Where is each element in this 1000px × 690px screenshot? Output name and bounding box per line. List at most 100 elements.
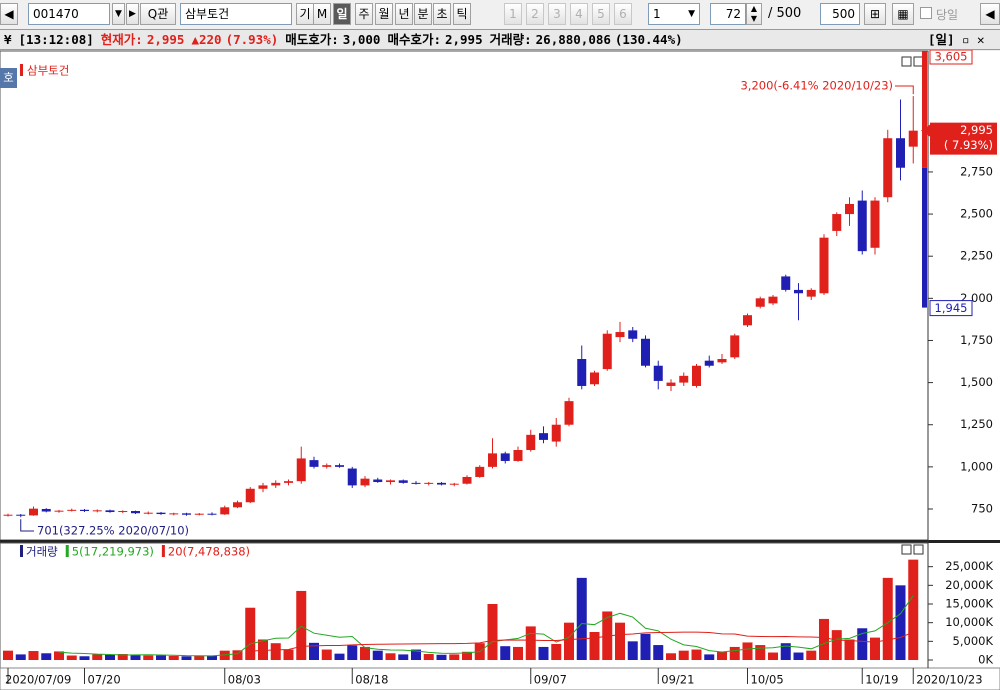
y-tick-label: 1,250: [960, 417, 993, 431]
candle-body: [386, 480, 395, 483]
number-button[interactable]: 6: [614, 3, 632, 25]
y-tick-label: 0K: [978, 653, 993, 667]
checkbox[interactable]: [920, 7, 932, 19]
period-button[interactable]: 틱: [453, 3, 471, 25]
candle-body: [335, 465, 344, 467]
candle-body: [781, 276, 791, 290]
side-label: 호: [3, 71, 14, 85]
candle-body: [755, 298, 765, 307]
pin-icon: ¥: [4, 32, 12, 47]
count-input[interactable]: 72: [710, 3, 746, 25]
total-input[interactable]: 500: [820, 3, 860, 25]
y-tick-label: 20,000K: [945, 578, 993, 592]
volume-bar: [487, 604, 498, 660]
y-tick-label: 15,000K: [945, 597, 993, 611]
tool-button[interactable]: ⊞: [864, 3, 886, 25]
volume-bar: [28, 651, 39, 660]
volume-bar: [3, 650, 13, 660]
candle-body: [743, 315, 752, 326]
period-button[interactable]: 년: [395, 3, 413, 25]
volume-bar: [398, 654, 409, 660]
volume-bar: [806, 650, 817, 660]
candle-body: [118, 511, 128, 513]
dropdown-button[interactable]: ▼: [112, 3, 125, 25]
volume-bar: [462, 651, 472, 660]
lower-limit-label: 1,945: [935, 301, 968, 315]
annotation-arrow: [20, 519, 34, 532]
candle-body: [29, 508, 38, 516]
date-axis: [0, 667, 1000, 690]
upper-limit-label: 3,605: [935, 50, 968, 64]
window-buttons[interactable]: ▫ ✕: [962, 32, 985, 47]
candle-body: [131, 511, 140, 514]
period-button[interactable]: 초: [433, 3, 451, 25]
candle-body: [92, 510, 102, 512]
candle-body: [602, 333, 612, 370]
volume-bar: [678, 650, 689, 660]
price-panel: [0, 50, 929, 541]
candle-body: [143, 512, 153, 514]
x-tick-label: 07/20: [88, 673, 121, 687]
volume-bar: [54, 651, 64, 660]
volume-pct: (130.44%): [614, 32, 683, 47]
volume-panel: [0, 542, 929, 669]
volume-bar: [105, 654, 115, 660]
x-tick-label: 08/18: [355, 673, 388, 687]
volume-bar: [666, 653, 676, 660]
candle-body: [67, 509, 77, 511]
ask-label: 매도호가:: [285, 32, 339, 47]
period-button[interactable]: M: [313, 3, 331, 25]
volume-bar: [360, 646, 370, 660]
current-pointer: [921, 124, 930, 137]
candle-body: [768, 296, 778, 304]
period-button[interactable]: 기: [296, 3, 314, 25]
side-tab[interactable]: [0, 68, 17, 88]
volume-bar: [181, 656, 192, 660]
candle-body: [717, 359, 727, 363]
volume-bar: [15, 654, 26, 660]
tool-button[interactable]: ▦: [892, 3, 914, 25]
name-input[interactable]: 삼부토건: [180, 3, 292, 25]
volume-bar: [283, 649, 294, 660]
code-input[interactable]: 001470: [28, 3, 110, 25]
candle-body: [284, 481, 293, 483]
candle-body: [156, 512, 166, 515]
total-label: / 500: [768, 6, 802, 21]
volume-bar: [768, 652, 778, 660]
window-icons[interactable]: [901, 56, 924, 555]
legend-label: 5(17,219,973): [72, 545, 154, 559]
y-tick-label: 5,000K: [953, 634, 994, 648]
volume-bar: [207, 655, 217, 660]
spinner[interactable]: ▲ ▼: [746, 3, 762, 25]
number-button[interactable]: 2: [526, 3, 544, 25]
volume-bar: [895, 585, 906, 660]
annotation: 3,200(-6.41% 2020/10/23): [740, 79, 893, 93]
volume-bar: [857, 628, 868, 660]
candle-body: [692, 365, 701, 386]
period-button[interactable]: 분: [414, 3, 432, 25]
legend-marker: [20, 64, 23, 76]
number-button[interactable]: 5: [592, 3, 610, 25]
current-box: [930, 122, 997, 155]
candle-body: [896, 138, 905, 168]
number-button[interactable]: 3: [548, 3, 566, 25]
price-label: 현재가:: [100, 32, 143, 47]
period-button[interactable]: 월: [375, 3, 393, 25]
interval-select[interactable]: 1 ▼: [648, 3, 700, 25]
scroll-button[interactable]: ◀: [980, 3, 1000, 25]
nav-button[interactable]: ◀: [0, 3, 18, 25]
moving-average-line: [250, 631, 914, 652]
search-button[interactable]: Q관: [140, 3, 176, 25]
time: [13:12:08]: [18, 32, 94, 47]
change: ▲220: [191, 32, 222, 47]
number-button[interactable]: 1: [504, 3, 522, 25]
period-button[interactable]: 주: [355, 3, 373, 25]
number-button[interactable]: 4: [570, 3, 588, 25]
period-button[interactable]: 일: [333, 3, 351, 25]
candle-body: [437, 482, 446, 485]
volume-bar: [194, 655, 205, 660]
volume-bar: [309, 642, 319, 660]
candle-body: [641, 338, 650, 366]
ask: 3,000: [342, 32, 381, 47]
next-button[interactable]: ▶: [126, 3, 139, 25]
